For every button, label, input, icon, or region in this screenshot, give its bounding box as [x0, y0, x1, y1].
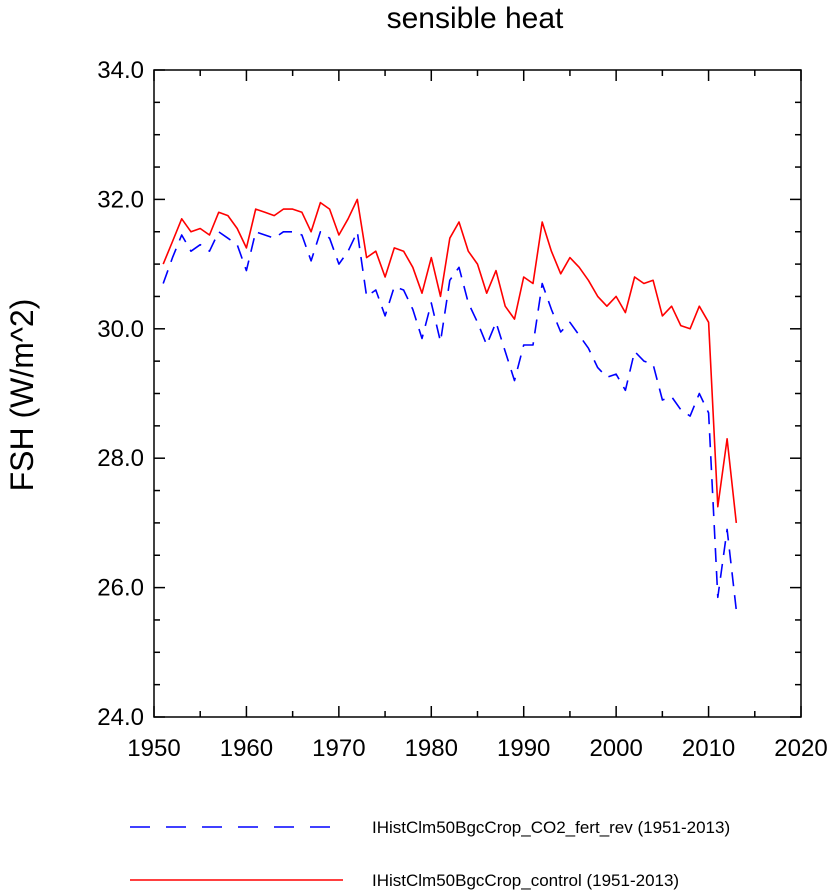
y-tick-label-4: 32.0: [97, 186, 144, 213]
plot-frame: [153, 69, 802, 718]
y-tick-label-1: 26.0: [97, 575, 144, 602]
axis-ticks: [153, 69, 802, 718]
chart-title: sensible heat: [387, 2, 564, 35]
y-tick-label-0: 24.0: [97, 704, 144, 731]
series-line-0: [162, 231, 738, 611]
x-tick-label-1980: 1980: [405, 735, 458, 762]
y-axis-label: FSH (W/m^2): [4, 299, 40, 492]
x-tick-label-1960: 1960: [220, 735, 273, 762]
x-tick-label-2020: 2020: [774, 735, 827, 762]
x-tick-label-1950: 1950: [127, 735, 180, 762]
legend-label-0: IHistClm50BgcCrop_CO2_fert_rev (1951-201…: [372, 818, 730, 837]
y-tick-label-2: 28.0: [97, 445, 144, 472]
legend: IHistClm50BgcCrop_CO2_fert_rev (1951-201…: [130, 818, 730, 890]
legend-label-1: IHistClm50BgcCrop_control (1951-2013): [372, 871, 679, 890]
y-tick-label-3: 30.0: [97, 316, 144, 343]
x-tick-label-1970: 1970: [312, 735, 365, 762]
y-tick-label-5: 34.0: [97, 57, 144, 84]
series-line-1: [162, 198, 738, 523]
x-tick-label-2010: 2010: [682, 735, 735, 762]
axis-tick-labels: 1950 1960 1970 1980 1990 2000 2010 2020 24.0 26.0…: [97, 57, 827, 762]
x-tick-label-1990: 1990: [497, 735, 550, 762]
series-lines: [162, 198, 738, 611]
x-tick-label-2000: 2000: [589, 735, 642, 762]
